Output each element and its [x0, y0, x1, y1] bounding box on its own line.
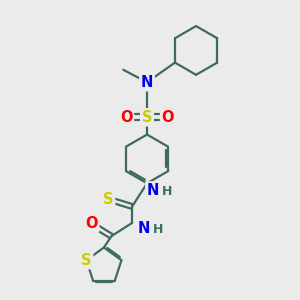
Text: O: O	[120, 110, 133, 125]
Text: S: S	[103, 192, 114, 207]
Text: S: S	[142, 110, 152, 125]
Text: N: N	[141, 75, 153, 90]
Text: N: N	[138, 221, 150, 236]
Text: N: N	[147, 183, 159, 198]
Text: H: H	[153, 223, 163, 236]
Text: S: S	[81, 253, 92, 268]
Text: H: H	[162, 185, 172, 198]
Text: O: O	[85, 216, 98, 231]
Text: O: O	[162, 110, 174, 125]
